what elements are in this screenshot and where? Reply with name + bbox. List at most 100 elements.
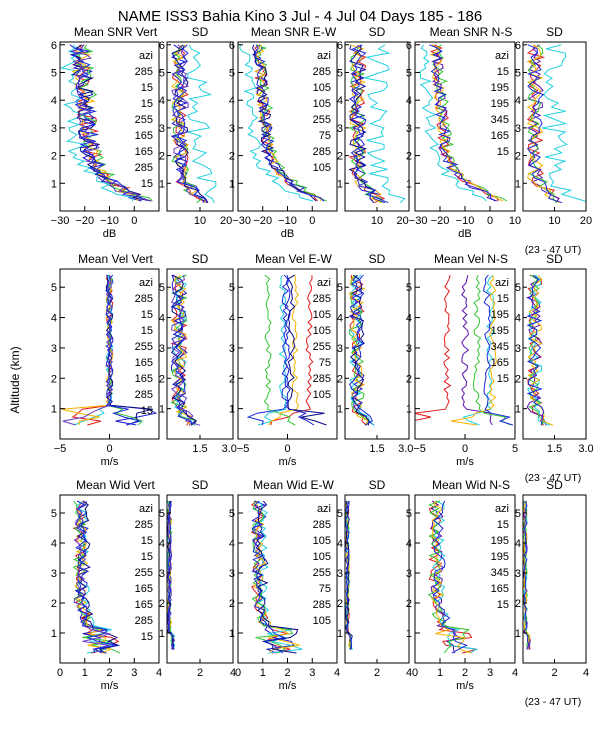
y-tick-label: 1 xyxy=(337,178,343,190)
x-axis-unit: dB xyxy=(281,228,294,240)
sd-series-group xyxy=(525,274,554,426)
sd-line-285 xyxy=(170,275,201,426)
x-tick-label: 2 xyxy=(106,667,112,679)
sd-line-105 xyxy=(362,44,406,204)
x-axis-unit: dB xyxy=(458,228,471,240)
legend-header: azi xyxy=(495,503,509,515)
x-tick-label: 20 xyxy=(580,215,592,227)
sd-title: SD xyxy=(192,252,209,266)
main-series-group xyxy=(60,44,153,202)
sd-title: SD xyxy=(192,478,209,492)
sd-line-15 xyxy=(170,274,193,426)
x-tick-label: 0 xyxy=(309,215,315,227)
y-tick-label: 3 xyxy=(337,568,343,580)
sd-title: SD xyxy=(369,252,386,266)
y-tick-label: 4 xyxy=(337,538,343,550)
y-tick-label: 6 xyxy=(51,40,57,52)
sd-line-165 xyxy=(171,274,198,426)
legend-entry: 345 xyxy=(491,114,509,126)
legend-header: azi xyxy=(317,277,331,289)
ut-note: (23 - 47 UT) xyxy=(525,472,582,484)
series-line-345 xyxy=(473,274,511,426)
legend-entry: 105 xyxy=(313,82,331,94)
y-tick-label: 4 xyxy=(515,95,521,107)
main-series-group xyxy=(419,44,508,202)
legend-entry: 15 xyxy=(141,178,153,190)
sd-line-15 xyxy=(526,274,545,426)
legend-entry: 15 xyxy=(141,309,153,321)
series-line-165 xyxy=(450,274,497,426)
y-tick-label: 6 xyxy=(515,40,521,52)
legend-entry: 255 xyxy=(313,567,331,579)
y-tick-label: 2 xyxy=(337,373,343,385)
y-tick-label: 5 xyxy=(51,508,57,520)
legend-entry: 75 xyxy=(319,357,331,369)
legend-entry: 15 xyxy=(141,82,153,94)
x-tick-label: 0 xyxy=(284,443,290,455)
legend-entry: 285 xyxy=(313,293,331,305)
legend-header: azi xyxy=(495,50,509,62)
legend-entry: 285 xyxy=(313,519,331,531)
y-tick-label: 5 xyxy=(159,282,165,294)
x-tick-label: 4 xyxy=(334,667,340,679)
x-tick-label: 0 xyxy=(106,443,112,455)
legend-header: azi xyxy=(139,277,153,289)
main-series-group xyxy=(239,44,327,202)
x-tick-label: −20 xyxy=(431,215,450,227)
y-tick-label: 3 xyxy=(159,568,165,580)
series-line-255 xyxy=(263,274,296,426)
legend-entry: 285 xyxy=(135,293,153,305)
legend-entry: 165 xyxy=(135,373,153,385)
series-line-285 xyxy=(287,274,327,426)
panel-title: Mean Wid Vert xyxy=(76,478,155,492)
panel-title: Mean SNR E-W xyxy=(251,25,337,39)
legend-entry: 165 xyxy=(135,130,153,142)
y-tick-label: 5 xyxy=(51,282,57,294)
legend-entry: 15 xyxy=(141,325,153,337)
legend-entry: 285 xyxy=(313,66,331,78)
legend-entry: 165 xyxy=(135,583,153,595)
y-tick-label: 3 xyxy=(51,568,57,580)
series-line-105 xyxy=(251,500,287,654)
legend-entry: 165 xyxy=(491,357,509,369)
sd-line-165 xyxy=(526,44,561,204)
y-tick-label: 5 xyxy=(337,508,343,520)
x-tick-label: 1 xyxy=(260,667,266,679)
y-tick-label: 2 xyxy=(406,373,412,385)
y-tick-label: 2 xyxy=(159,373,165,385)
y-tick-label: 1 xyxy=(159,628,165,640)
y-tick-label: 1 xyxy=(337,404,343,416)
x-tick-label: 2 xyxy=(374,667,380,679)
y-tick-label: 3 xyxy=(229,568,235,580)
y-tick-label: 3 xyxy=(159,123,165,135)
sd-series-group xyxy=(348,274,375,426)
panel-title: Mean Vel E-W xyxy=(255,252,332,266)
legend-entry: 255 xyxy=(313,341,331,353)
y-tick-label: 5 xyxy=(229,508,235,520)
x-axis-unit: dB xyxy=(103,228,116,240)
x-tick-label: 1.5 xyxy=(192,443,207,455)
sd-line-285 xyxy=(348,44,386,204)
series-line-195 xyxy=(461,274,493,426)
sd-title: SD xyxy=(546,252,563,266)
x-tick-label: 3 xyxy=(309,667,315,679)
panel-vel-1 xyxy=(237,268,410,440)
panel-wid-0 xyxy=(59,494,234,664)
legend-entry: 195 xyxy=(491,325,509,337)
legend-entry: 15 xyxy=(141,551,153,563)
x-tick-label: −10 xyxy=(456,215,475,227)
main-series-group xyxy=(72,500,121,654)
sd-title: SD xyxy=(369,25,386,39)
legend-entry: 195 xyxy=(491,535,509,547)
y-tick-label: 2 xyxy=(159,598,165,610)
y-tick-label: 3 xyxy=(159,343,165,355)
sd-line-15 xyxy=(186,44,217,203)
y-tick-label: 5 xyxy=(51,67,57,79)
y-tick-label: 1 xyxy=(229,628,235,640)
sd-line-105 xyxy=(348,44,386,204)
series-line-105 xyxy=(283,274,315,426)
x-tick-label: 4 xyxy=(512,667,518,679)
legend-entry: 105 xyxy=(313,309,331,321)
